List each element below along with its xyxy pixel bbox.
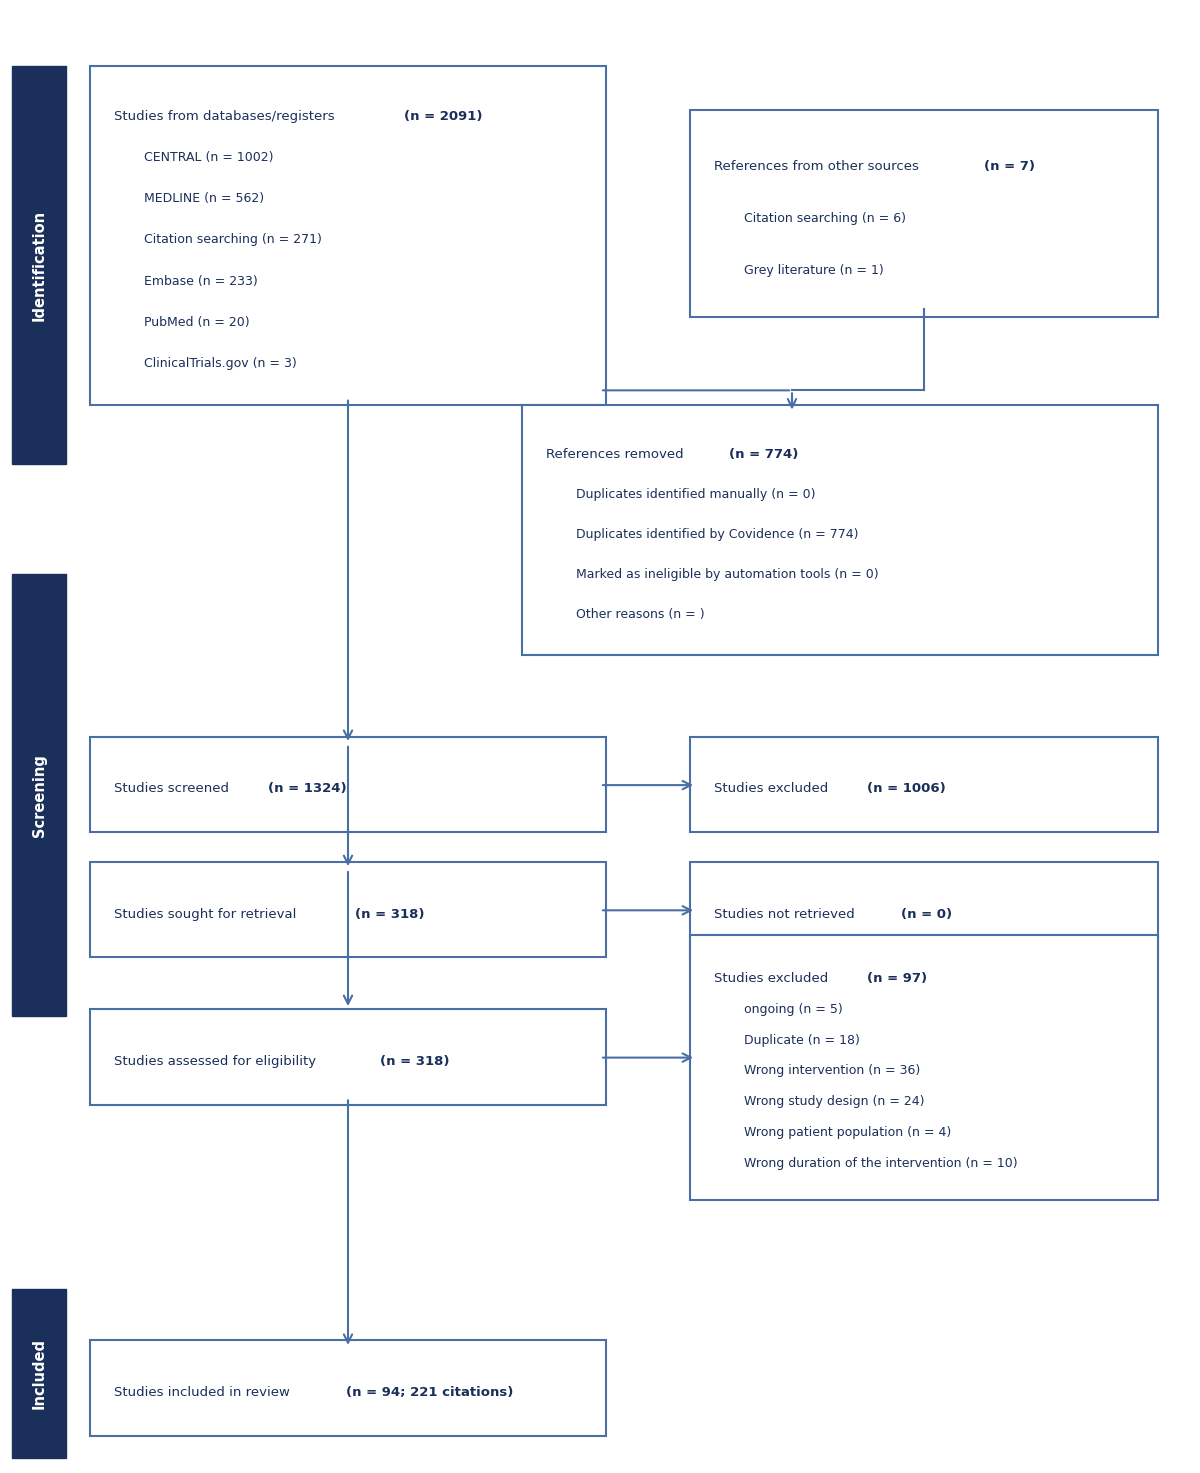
Text: Studies assessed for eligibility: Studies assessed for eligibility	[114, 1055, 320, 1068]
Text: References removed: References removed	[546, 448, 688, 461]
Text: Duplicates identified by Covidence (n = 774): Duplicates identified by Covidence (n = …	[576, 527, 858, 541]
Text: References from other sources: References from other sources	[714, 161, 923, 174]
Text: Studies included in review: Studies included in review	[114, 1386, 294, 1399]
Text: (n = 2091): (n = 2091)	[404, 109, 482, 122]
Text: (n = 318): (n = 318)	[355, 907, 425, 921]
Text: Studies excluded: Studies excluded	[714, 972, 833, 985]
Text: Wrong patient population (n = 4): Wrong patient population (n = 4)	[744, 1125, 952, 1139]
FancyBboxPatch shape	[12, 66, 66, 464]
Text: Wrong duration of the intervention (n = 10): Wrong duration of the intervention (n = …	[744, 1156, 1018, 1170]
Text: (n = 774): (n = 774)	[730, 448, 798, 461]
Text: Studies sought for retrieval: Studies sought for retrieval	[114, 907, 301, 921]
Text: (n = 1324): (n = 1324)	[268, 782, 347, 795]
Text: (n = 94; 221 citations): (n = 94; 221 citations)	[347, 1386, 514, 1399]
Text: Marked as ineligible by automation tools (n = 0): Marked as ineligible by automation tools…	[576, 569, 878, 580]
Text: (n = 97): (n = 97)	[866, 972, 928, 985]
Text: Duplicates identified manually (n = 0): Duplicates identified manually (n = 0)	[576, 488, 816, 501]
Text: Studies not retrieved: Studies not retrieved	[714, 907, 859, 921]
Text: CENTRAL (n = 1002): CENTRAL (n = 1002)	[144, 150, 274, 164]
FancyBboxPatch shape	[90, 736, 606, 832]
FancyBboxPatch shape	[12, 1289, 66, 1458]
Text: PubMed (n = 20): PubMed (n = 20)	[144, 315, 250, 328]
Text: Other reasons (n = ): Other reasons (n = )	[576, 608, 704, 622]
Text: (n = 1006): (n = 1006)	[866, 782, 946, 795]
FancyBboxPatch shape	[12, 574, 66, 1016]
Text: Identification: Identification	[32, 209, 47, 321]
FancyBboxPatch shape	[690, 736, 1158, 832]
FancyBboxPatch shape	[90, 1009, 606, 1105]
Text: Wrong intervention (n = 36): Wrong intervention (n = 36)	[744, 1065, 920, 1077]
Text: (n = 0): (n = 0)	[901, 907, 953, 921]
Text: Studies from databases/registers: Studies from databases/registers	[114, 109, 338, 122]
Text: (n = 318): (n = 318)	[380, 1055, 450, 1068]
FancyBboxPatch shape	[690, 110, 1158, 317]
FancyBboxPatch shape	[690, 862, 1158, 957]
Text: Studies excluded: Studies excluded	[714, 782, 833, 795]
Text: Duplicate (n = 18): Duplicate (n = 18)	[744, 1034, 860, 1047]
Text: MEDLINE (n = 562): MEDLINE (n = 562)	[144, 191, 264, 205]
FancyBboxPatch shape	[90, 862, 606, 957]
Text: Grey literature (n = 1): Grey literature (n = 1)	[744, 264, 883, 277]
Text: Wrong study design (n = 24): Wrong study design (n = 24)	[744, 1096, 924, 1108]
FancyBboxPatch shape	[522, 405, 1158, 655]
Text: Included: Included	[32, 1337, 47, 1410]
Text: Embase (n = 233): Embase (n = 233)	[144, 274, 258, 287]
Text: Citation searching (n = 271): Citation searching (n = 271)	[144, 233, 322, 246]
FancyBboxPatch shape	[690, 935, 1158, 1200]
Text: Studies screened: Studies screened	[114, 782, 233, 795]
Text: Screening: Screening	[32, 754, 47, 837]
FancyBboxPatch shape	[90, 1340, 606, 1436]
FancyBboxPatch shape	[90, 66, 606, 405]
Text: ongoing (n = 5): ongoing (n = 5)	[744, 1003, 842, 1016]
Text: (n = 7): (n = 7)	[984, 161, 1034, 174]
Text: Citation searching (n = 6): Citation searching (n = 6)	[744, 212, 906, 225]
Text: ClinicalTrials.gov (n = 3): ClinicalTrials.gov (n = 3)	[144, 356, 296, 370]
